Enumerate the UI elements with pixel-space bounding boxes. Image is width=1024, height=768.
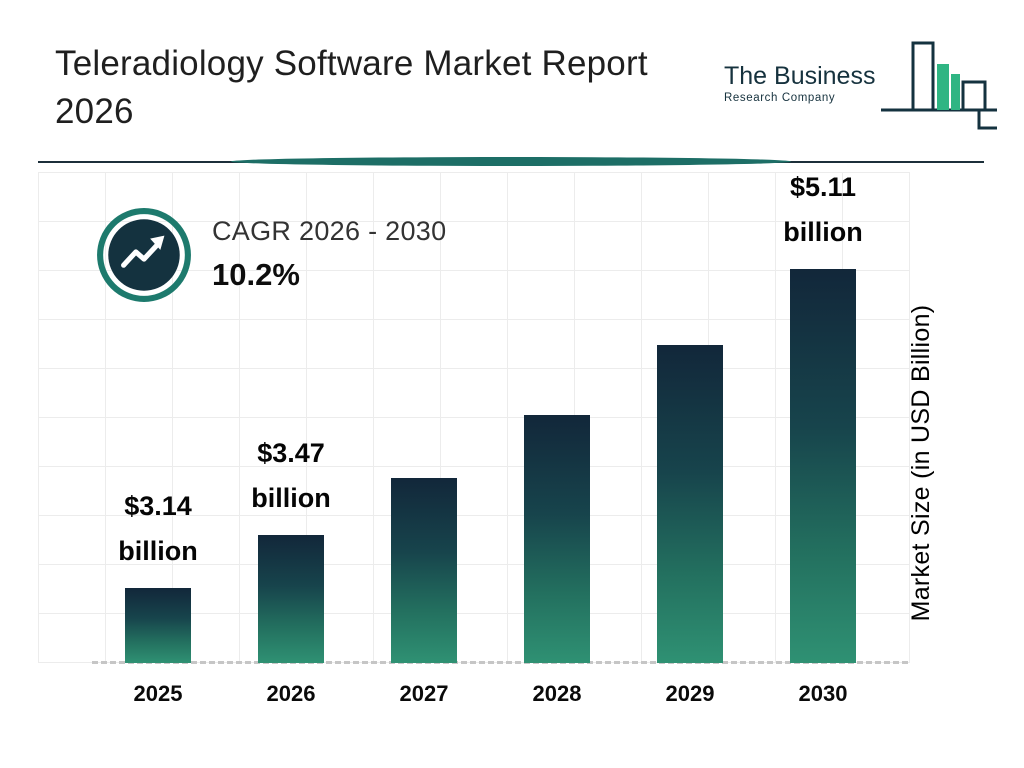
trend-arrow-icon bbox=[95, 206, 193, 304]
cagr-value: 10.2% bbox=[212, 257, 300, 292]
cagr-label: CAGR 2026 - 2030 bbox=[212, 216, 447, 246]
divider-lens-shape bbox=[231, 157, 791, 166]
company-logo-text: The Business Research Company bbox=[724, 62, 875, 104]
cagr-block: CAGR 2026 - 2030 10.2% bbox=[212, 216, 446, 293]
logo-barchart-icon bbox=[879, 40, 999, 137]
x-axis-label-2030: 2030 bbox=[798, 681, 848, 706]
company-name: The Business bbox=[724, 62, 876, 90]
y-axis-title: Market Size (in USD Billion) bbox=[907, 304, 935, 622]
header-divider bbox=[38, 157, 984, 169]
x-axis-label-2026: 2026 bbox=[266, 681, 316, 706]
page-title: Teleradiology Software Market Report 202… bbox=[55, 44, 648, 131]
chart-gridlines bbox=[38, 172, 910, 663]
x-axis-label-2029: 2029 bbox=[665, 681, 715, 706]
x-axis-label-2027: 2027 bbox=[399, 681, 449, 706]
x-axis-baseline bbox=[92, 661, 908, 664]
x-axis-label-2025: 2025 bbox=[133, 681, 183, 706]
x-axis-label-2028: 2028 bbox=[532, 681, 582, 706]
company-subtitle: Research Company bbox=[724, 92, 836, 104]
company-logo: The Business Research Company bbox=[724, 40, 998, 132]
